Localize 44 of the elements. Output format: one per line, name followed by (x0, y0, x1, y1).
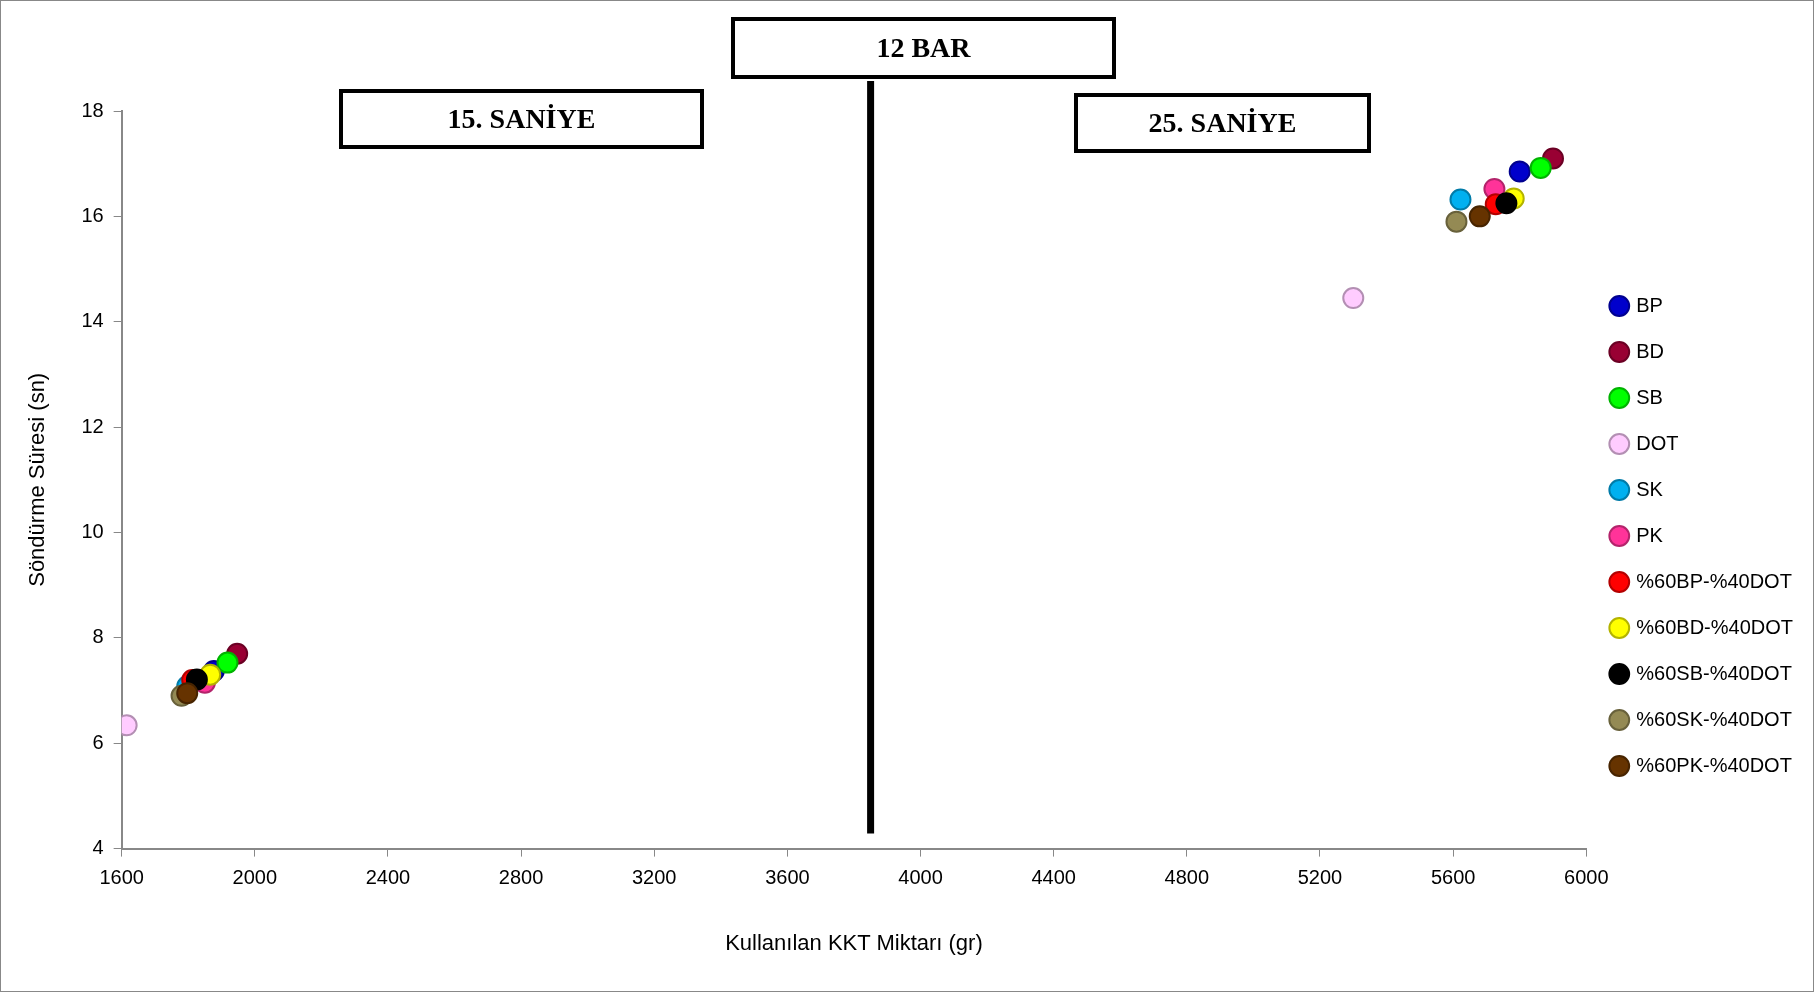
caption-frame: 15. SANİYE (339, 89, 704, 149)
legend-label: SK (1636, 477, 1664, 500)
x-tick-label: 1600 (99, 866, 144, 889)
legend-label: %60PK-%40DOT (1636, 753, 1792, 776)
x-tick-label: 2000 (232, 866, 278, 889)
y-tick-label: 4 (92, 836, 104, 859)
point (176, 682, 199, 705)
x-tick-label: 2800 (498, 866, 544, 889)
point (1468, 205, 1491, 228)
y-tick-label: 18 (81, 98, 104, 121)
legend-label: SB (1636, 385, 1663, 408)
y-tick-label: 10 (81, 520, 104, 542)
x-tick-label: 5200 (1297, 866, 1343, 889)
legend-label: BP (1636, 293, 1663, 316)
point (1529, 156, 1552, 179)
y-tick-label: 12 (81, 414, 104, 437)
legend-label: DOT (1636, 431, 1679, 454)
caption-frame: 25. SANİYE (1074, 93, 1371, 153)
x-tick-label: 5600 (1430, 866, 1476, 889)
point (1445, 210, 1468, 233)
x-tick-label: 3200 (631, 866, 677, 889)
y-tick-label: 14 (81, 309, 104, 332)
point (1495, 192, 1518, 215)
x-tick-label: 2400 (365, 866, 411, 889)
point (216, 651, 239, 674)
x-tick-label: 6000 (1564, 866, 1609, 889)
x-tick-label: 4800 (1164, 866, 1210, 889)
point (1449, 188, 1472, 211)
y-axis-title: Söndürme Süresi (sn) (24, 372, 50, 587)
legend-label: PK (1636, 523, 1664, 546)
legend-label: %60BD-%40DOT (1636, 615, 1793, 638)
legend-label: %60SB-%40DOT (1636, 661, 1792, 684)
legend-label: %60BP-%40DOT (1636, 569, 1792, 592)
legend-label: %60SK-%40DOT (1636, 707, 1792, 730)
caption-frame: 12 BAR (731, 17, 1116, 79)
point (1508, 160, 1531, 183)
legend-label: BD (1636, 339, 1665, 362)
x-tick-label: 4400 (1031, 866, 1076, 889)
x-axis-title: Kullanılan KKT Miktarı (gr) (725, 929, 983, 955)
y-tick-label: 8 (92, 625, 104, 648)
x-tick-label: 4000 (898, 866, 943, 889)
y-tick-label: 6 (92, 730, 104, 753)
x-tick-label: 3600 (765, 866, 810, 889)
y-tick-label: 16 (81, 203, 104, 226)
